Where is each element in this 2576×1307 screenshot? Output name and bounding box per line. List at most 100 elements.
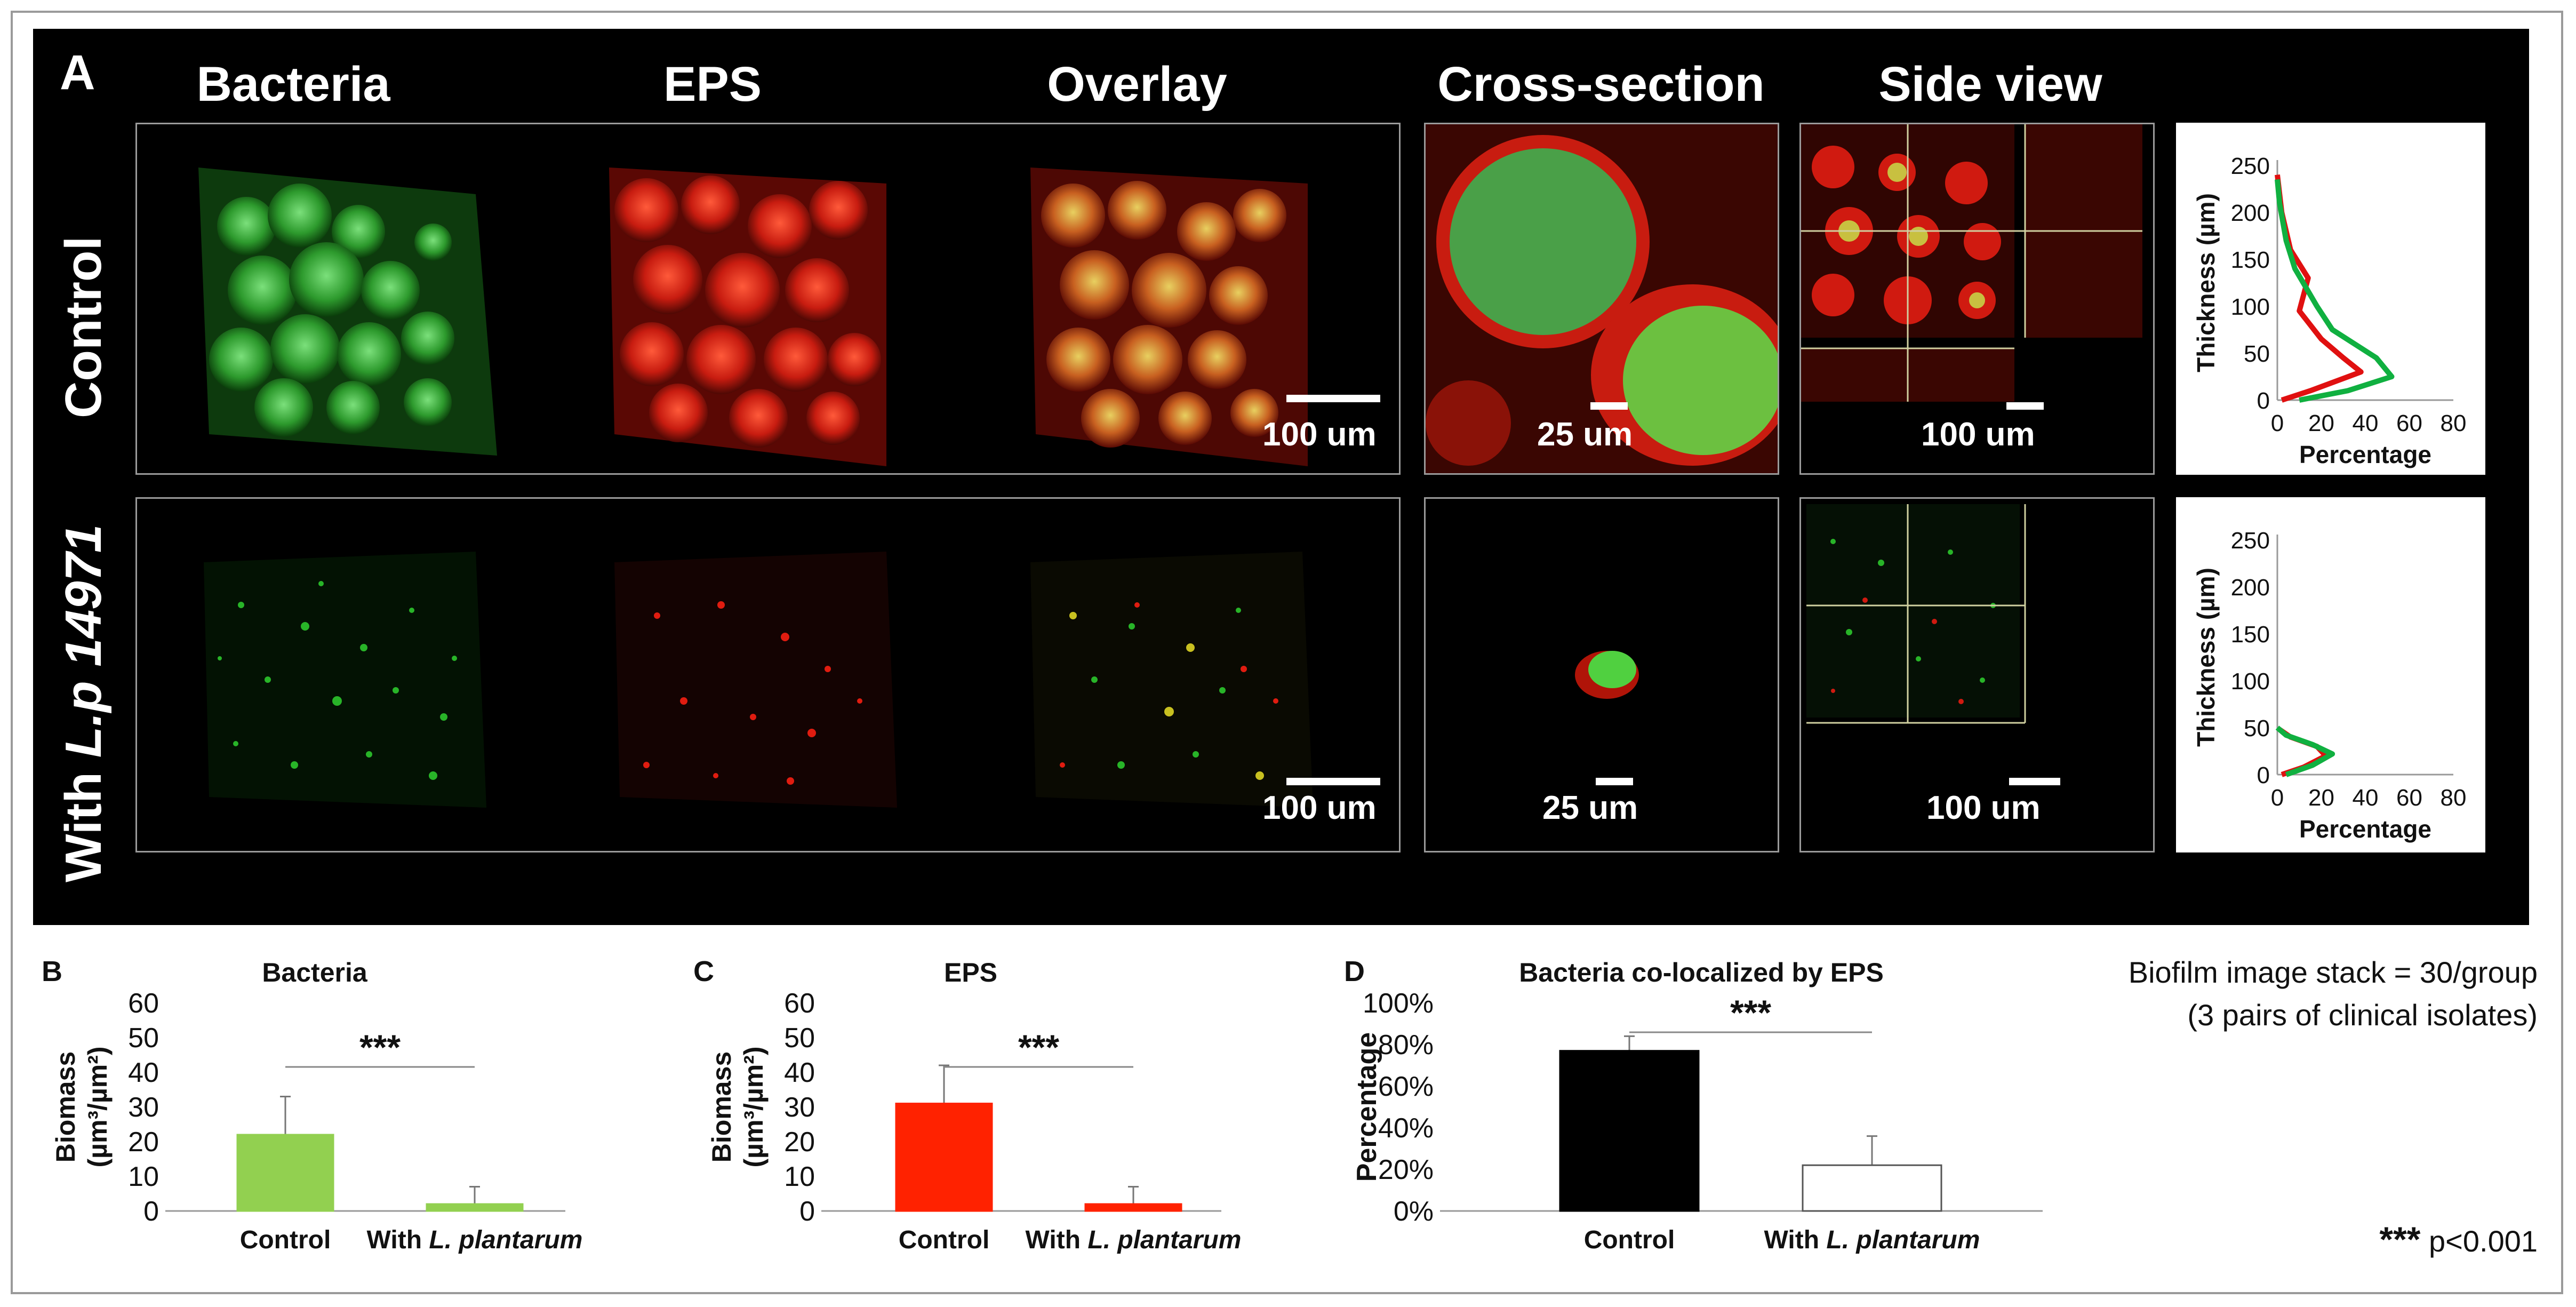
- scale-bar: [1590, 402, 1628, 410]
- profile-line-0: [2275, 174, 2364, 403]
- x-tick-label: 80: [2441, 410, 2467, 436]
- bar-1: [426, 1203, 524, 1212]
- panel-a: A Bacteria EPS Overlay Cross-section Sid…: [33, 29, 2529, 925]
- y-tick-label: 250: [2231, 528, 2270, 554]
- col-head-overlay: Overlay: [1047, 57, 1227, 111]
- bar-1: [1084, 1203, 1182, 1212]
- control-cross-section-image: [1426, 124, 1778, 473]
- x-tick-label: 0: [2271, 785, 2284, 811]
- treated-3d-frame: [135, 497, 1401, 852]
- y-tick-label: 60: [784, 988, 815, 1019]
- y-tick-label: 50: [784, 1023, 815, 1054]
- profile-line-1: [2275, 726, 2335, 777]
- col-head-bacteria: Bacteria: [196, 57, 390, 111]
- x-tick-label: 80: [2441, 785, 2467, 811]
- scale-bar-label: 100 um: [1262, 416, 1377, 453]
- x-axis-title: Percentage: [2299, 815, 2431, 843]
- category-label: Control: [1584, 1226, 1675, 1254]
- y-tick-label: 50: [2244, 341, 2270, 367]
- y-axis-title: Biomass: [51, 1051, 81, 1162]
- y-tick-label: 150: [2231, 247, 2270, 273]
- y-tick-label: 40: [128, 1057, 159, 1088]
- scale-bar-label: 100 um: [1926, 790, 2041, 826]
- y-tick-label: 0%: [1394, 1196, 1434, 1227]
- x-tick-label: 60: [2396, 785, 2422, 811]
- x-tick-label: 20: [2308, 785, 2334, 811]
- y-axis-unit: (µm³/µm²): [83, 1046, 113, 1167]
- chart-title: Bacteria co-localized by EPS: [1519, 958, 1884, 987]
- category-label: With L. plantarum: [1764, 1226, 1980, 1254]
- y-axis-title: Thickness (µm): [2192, 193, 2220, 372]
- category-label: With L. plantarum: [367, 1226, 583, 1254]
- thickness-chart-treated: 0 50 100 150 200 250 0 20 40 60 80 Percentage Thickn…: [2192, 528, 2467, 843]
- thickness-chart-control: 0 50 100 150 200 250 0 20 40 60 80 Percentage Thickn…: [2192, 153, 2467, 468]
- scale-bar-label: 25 um: [1537, 416, 1633, 453]
- y-tick-label: 150: [2231, 621, 2270, 648]
- scale-bar-label: 100 um: [1921, 416, 2035, 453]
- y-tick-label: 0: [143, 1196, 159, 1227]
- col-head-cross-section: Cross-section: [1437, 57, 1765, 111]
- y-tick-label: 50: [2244, 715, 2270, 742]
- scale-bar: [1286, 778, 1380, 785]
- scale-bar-label: 25 um: [1542, 790, 1638, 826]
- y-tick-label: 100: [2231, 294, 2270, 320]
- y-tick-label: 250: [2231, 153, 2270, 179]
- bar-0: [236, 1134, 334, 1212]
- chart-title: EPS: [944, 958, 997, 987]
- y-tick-label: 60: [128, 988, 159, 1019]
- chart-title: Bacteria: [262, 958, 368, 987]
- profile-line-1: [2275, 179, 2395, 403]
- y-tick-label: 0: [799, 1196, 815, 1227]
- note-isolates: (3 pairs of clinical isolates): [2187, 998, 2538, 1032]
- scale-bar: [1596, 778, 1633, 785]
- bar-0: [895, 1103, 993, 1212]
- control-3d-frame: [135, 123, 1401, 475]
- y-tick-label: 10: [128, 1161, 159, 1192]
- treated-bacteria-image: [204, 552, 486, 808]
- thickness-profile-treated: 0 50 100 150 200 250 0 20 40 60 80 Percentage Thickn…: [2176, 497, 2485, 852]
- bar-1: [1802, 1164, 1942, 1212]
- scale-bar: [1286, 395, 1380, 402]
- x-axis-title: Percentage: [2299, 441, 2431, 468]
- y-tick-label: 20: [128, 1127, 159, 1158]
- y-tick-label: 40%: [1378, 1113, 1434, 1144]
- col-head-side-view: Side view: [1878, 57, 2102, 111]
- treated-side-view-image: [1801, 499, 2153, 851]
- y-tick-label: 0: [2257, 762, 2270, 788]
- significance-stars: ***: [1730, 993, 1771, 1032]
- control-side-view-frame: [1799, 123, 2155, 475]
- y-tick-label: 20%: [1378, 1154, 1434, 1185]
- note-pvalue: *** p<0.001: [2379, 1220, 2538, 1259]
- y-tick-label: 200: [2231, 200, 2270, 226]
- bar-0: [1559, 1050, 1700, 1212]
- row-label-control: Control: [55, 236, 112, 418]
- y-axis-title: Thickness (µm): [2192, 568, 2220, 747]
- x-tick-label: 40: [2353, 785, 2379, 811]
- category-label: With L. plantarum: [1026, 1226, 1242, 1254]
- y-tick-label: 100: [2231, 668, 2270, 695]
- category-label: Control: [240, 1226, 331, 1254]
- figure-frame: [11, 11, 2563, 1294]
- y-tick-label: 30: [784, 1092, 815, 1123]
- y-tick-label: 30: [128, 1092, 159, 1123]
- y-tick-label: 40: [784, 1057, 815, 1088]
- treated-side-view-frame: [1799, 497, 2155, 852]
- y-tick-label: 100%: [1363, 988, 1434, 1019]
- treated-overlay-image: [1030, 552, 1313, 808]
- control-overlay-image: [1030, 168, 1308, 466]
- note-stack-count: Biofilm image stack = 30/group: [2128, 955, 2538, 989]
- significance-stars: ***: [359, 1027, 401, 1067]
- treated-cross-section-frame: [1424, 497, 1779, 852]
- x-tick-label: 0: [2271, 410, 2284, 436]
- y-tick-label: 80%: [1378, 1030, 1434, 1061]
- y-axis-title: Biomass: [707, 1051, 737, 1162]
- control-cross-section-frame: [1424, 123, 1779, 475]
- row-label-treated: With L.p 14971: [55, 524, 112, 882]
- category-label: Control: [899, 1226, 990, 1254]
- scale-bar: [2006, 402, 2044, 410]
- x-tick-label: 40: [2353, 410, 2379, 436]
- control-bacteria-image: [198, 168, 497, 456]
- control-eps-image: [609, 168, 886, 466]
